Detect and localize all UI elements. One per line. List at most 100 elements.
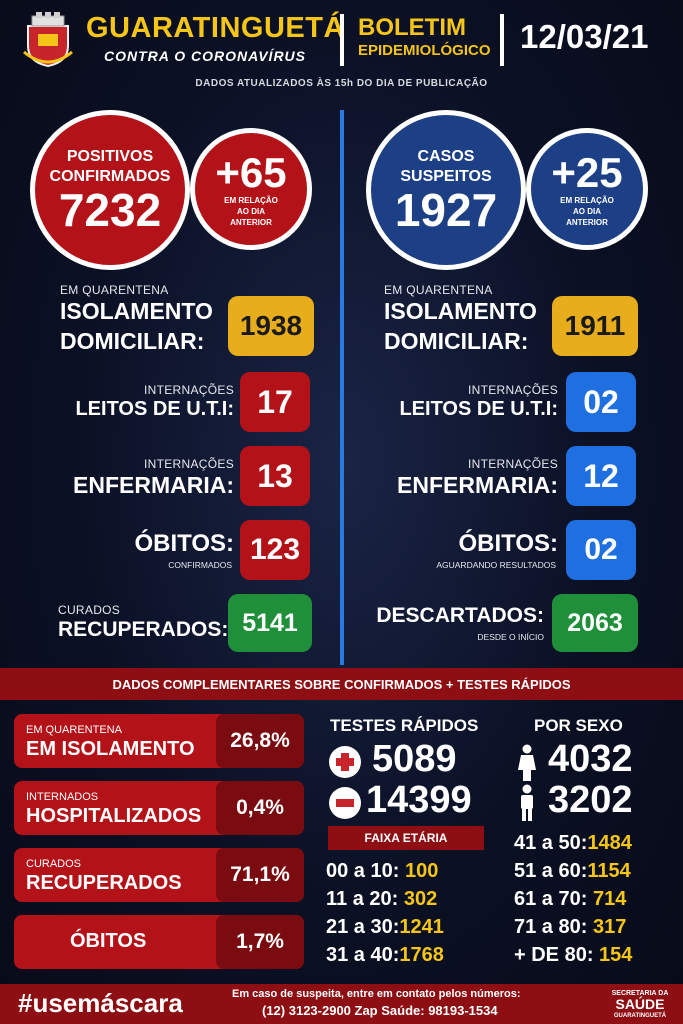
obitos-value: 123 (240, 520, 310, 580)
bar-recuperados: CURADOS RECUPERADOS 71,1% (14, 848, 304, 902)
age-value: 1484 (587, 832, 632, 854)
bar-pct: 0,4% (216, 781, 304, 835)
header-divider (340, 14, 344, 66)
positivos-label: POSITIVOS (66, 148, 154, 165)
obitos-label: ÓBITOS: (134, 530, 234, 557)
suspeitos-delta: +25 (551, 148, 623, 196)
uti-label: LEITOS DE U.T.I: (399, 398, 558, 420)
contact-line-2: (12) 3123-2900 Zap Saúde: 98193-1534 (262, 1003, 498, 1018)
age-value: 100 (404, 860, 439, 882)
age-value: 714 (592, 888, 627, 910)
testes-title: TESTES RÁPIDOS (330, 716, 479, 735)
age-range: 21 a 30: (326, 916, 400, 938)
delta-note-3: ANTERIOR (230, 217, 272, 227)
curados-small-label: CURADOS (58, 603, 121, 617)
uti-small-label: INTERNAÇÕES (468, 383, 558, 397)
obitos-note: AGUARDANDO RESULTADOS (436, 560, 556, 570)
delta-note-1: EM RELAÇÃO (560, 195, 614, 205)
footer-bar (0, 984, 683, 1024)
age-row: + DE 80: 154 (514, 944, 632, 967)
delta-note-2: AO DIA (573, 206, 601, 216)
positivos-circle: POSITIVOS CONFIRMADOS 7232 (30, 110, 190, 270)
positivos-delta: +65 (215, 148, 287, 196)
uti-small-label: INTERNAÇÕES (144, 383, 234, 397)
bulletin-date: 12/03/21 (520, 18, 649, 55)
suspeitos-delta-circle: +25 EM RELAÇÃO AO DIA ANTERIOR (526, 128, 648, 250)
complement-banner: DADOS COMPLEMENTARES SOBRE CONFIRMADOS +… (0, 668, 683, 700)
age-value: 154 (599, 944, 633, 966)
age-value: 302 (403, 888, 438, 910)
male-icon (516, 784, 538, 827)
guaratingueta-label: GUARATINGUETÁ (613, 1013, 667, 1019)
age-row: 51 a 60:1154 (514, 860, 631, 883)
boletim-label: BOLETIM (358, 14, 466, 41)
age-value: 1154 (587, 860, 631, 882)
bar-obitos: ÓBITOS 1,7% (14, 915, 304, 969)
bar-big-label: EM ISOLAMENTO (26, 738, 195, 760)
isolamento-label: ISOLAMENTO (60, 298, 213, 324)
uti-value: 17 (240, 372, 310, 432)
city-crest-icon (22, 12, 74, 68)
enfermaria-label: ENFERMARIA: (397, 472, 558, 498)
age-range: 31 a 40: (326, 944, 400, 966)
contact-line-1: Em caso de suspeita, entre em contato pe… (232, 988, 521, 1000)
minus-icon (328, 786, 362, 825)
bar-pct: 71,1% (216, 848, 304, 902)
age-range: 61 a 70: (514, 888, 588, 910)
age-value: 317 (592, 916, 627, 938)
plus-icon (328, 745, 362, 784)
age-row: 11 a 20: 302 (326, 888, 437, 911)
uti-label: LEITOS DE U.T.I: (75, 398, 234, 420)
sexo-masculino: 3202 (548, 779, 633, 821)
confirmados-label: CONFIRMADOS (49, 168, 171, 185)
domiciliar-label: DOMICILIAR: (384, 328, 529, 354)
age-value: 1241 (399, 916, 444, 938)
delta-note-2: AO DIA (237, 206, 265, 216)
age-range: + DE 80: (514, 944, 594, 966)
secretaria-label: SECRETARIA DA (611, 990, 669, 997)
positivos-value: 7232 (58, 184, 162, 236)
bar-small-label: CURADOS (26, 858, 82, 870)
epidemiologico-label: EPIDEMIOLÓGICO (358, 42, 491, 59)
bar-big-label: RECUPERADOS (26, 872, 182, 894)
testes-negativos: 14399 (366, 779, 472, 821)
bar-pct: 26,8% (216, 714, 304, 768)
domiciliar-label: DOMICILIAR: (60, 328, 205, 354)
isolamento-value: 1911 (552, 296, 638, 356)
bar-big-label: HOSPITALIZADOS (26, 805, 202, 827)
uti-value: 02 (566, 372, 636, 432)
quarentena-label: EM QUARENTENA (60, 283, 169, 297)
delta-note-3: ANTERIOR (566, 217, 608, 227)
sexo-feminino: 4032 (548, 738, 633, 780)
age-row: 71 a 80: 317 (514, 916, 626, 939)
enfermaria-value: 12 (566, 446, 636, 506)
casos-label: CASOS (417, 148, 475, 165)
age-row: 61 a 70: 714 (514, 888, 626, 911)
bar-small-label: INTERNADOS (26, 791, 99, 803)
enfermaria-label: ENFERMARIA: (73, 472, 234, 498)
enfermaria-value: 13 (240, 446, 310, 506)
descartados-label: DESCARTADOS: (376, 604, 544, 627)
enfermaria-small-label: INTERNAÇÕES (468, 457, 558, 471)
quarentena-label: EM QUARENTENA (384, 283, 493, 297)
city-title: GUARATINGUETÁ (86, 12, 345, 44)
suspeitos-label: SUSPEITOS (400, 168, 492, 185)
faixa-etaria-title: FAIXA ETÁRIA (328, 826, 484, 850)
age-range: 11 a 20: (326, 888, 399, 910)
obitos-value: 02 (566, 520, 636, 580)
age-row: 21 a 30:1241 (326, 916, 444, 939)
suspeitos-value: 1927 (394, 184, 498, 236)
descartados-value: 2063 (552, 594, 638, 652)
isolamento-label: ISOLAMENTO (384, 298, 537, 324)
obitos-label: ÓBITOS: (458, 530, 558, 557)
descartados-note: DESDE O INÍCIO (477, 632, 544, 642)
bar-small-label: EM QUARENTENA (26, 724, 122, 736)
saude-label: SAÚDE (615, 996, 665, 1012)
header-divider-2 (500, 14, 504, 66)
age-range: 71 a 80: (514, 916, 588, 938)
recuperados-label: RECUPERADOS: (58, 618, 229, 641)
campaign-subtitle: CONTRA O CORONAVÍRUS (104, 48, 306, 64)
age-row: 00 a 10: 100 (326, 860, 438, 883)
age-range: 41 a 50: (514, 832, 588, 854)
age-range: 00 a 10: (326, 860, 400, 882)
